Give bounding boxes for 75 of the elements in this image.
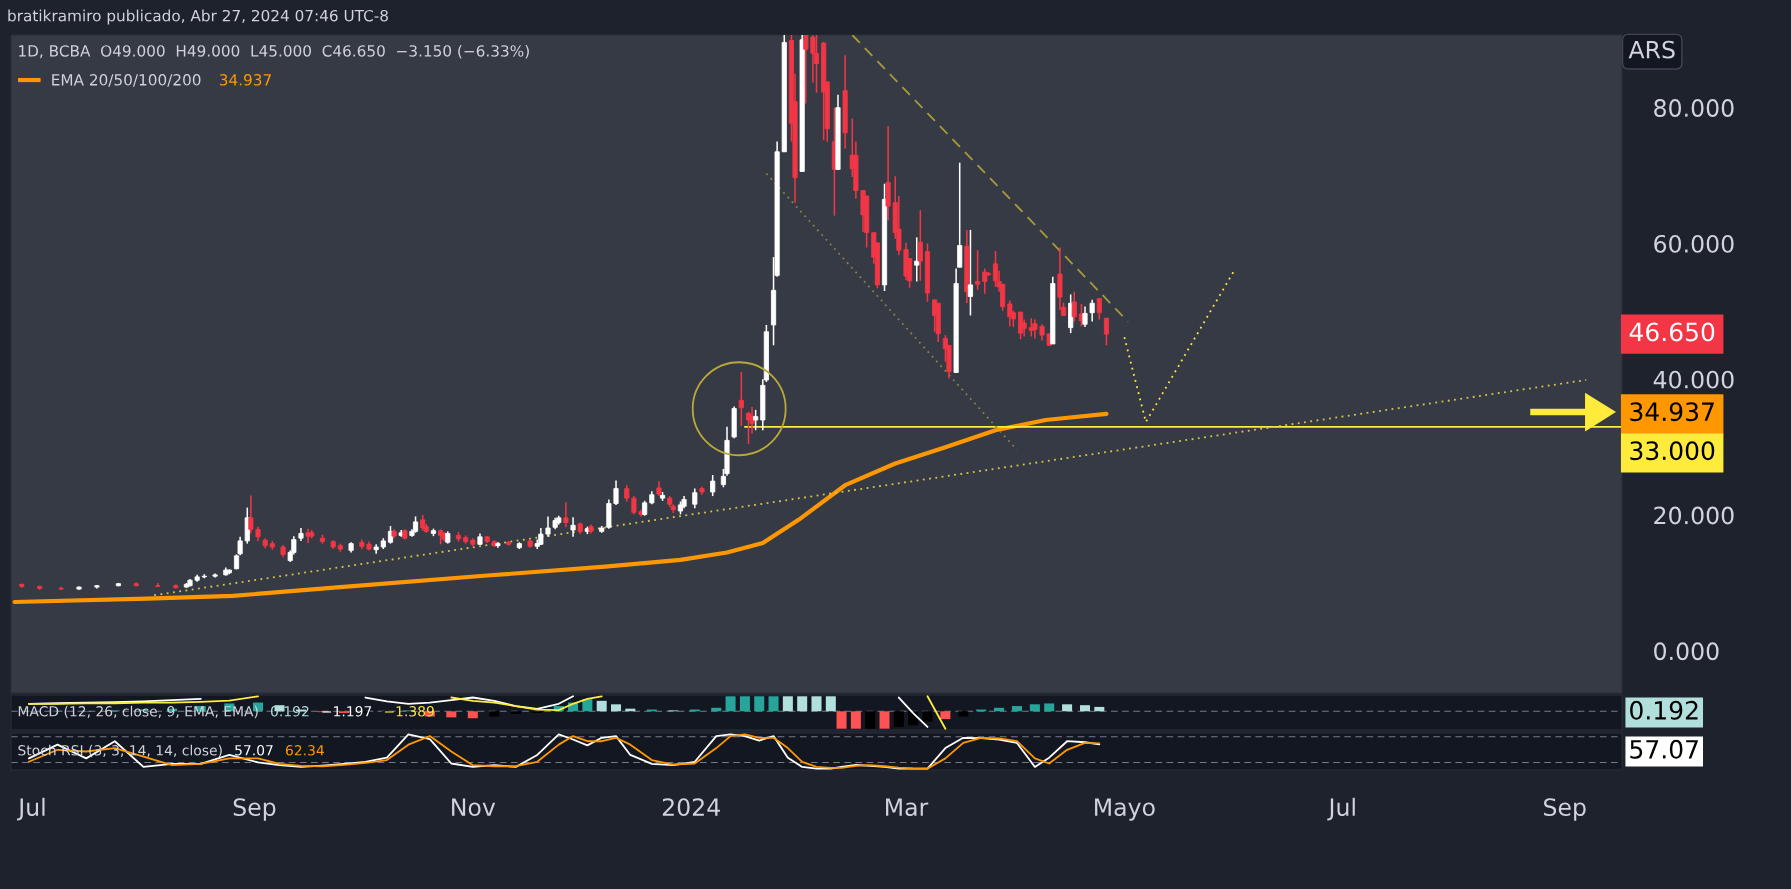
x-tick-label: Mar (886, 798, 929, 817)
candlestick (813, 35, 820, 94)
text: 33.000 (1630, 441, 1715, 461)
candlestick (692, 487, 698, 510)
annotation: −1.197 (322, 706, 372, 717)
x-tick-label: Mayo (1095, 798, 1155, 821)
candlestick (738, 371, 744, 427)
bar (940, 711, 951, 720)
candlestick (1071, 290, 1077, 323)
x-tick-label: Sep (233, 798, 276, 821)
bar (850, 711, 861, 729)
x-tick-label: 2024 (662, 798, 720, 817)
candlestick (1089, 299, 1095, 323)
text: 57.07 (1630, 739, 1698, 759)
candlestick (914, 236, 920, 283)
text: ARS (1628, 40, 1675, 59)
bar (768, 696, 779, 712)
bar (825, 696, 836, 712)
candlestick (710, 474, 716, 497)
bar (1094, 706, 1105, 712)
bar (797, 696, 808, 712)
x-tick-label: Jul (17, 797, 45, 821)
bar (725, 696, 736, 712)
annotation: 34.937 (219, 74, 271, 86)
bar (879, 711, 890, 729)
x-tick-label: Sep (1544, 798, 1586, 821)
bar (582, 699, 593, 712)
y-tick-label: 40.000 (1653, 370, 1734, 389)
text: 46.650 (1629, 322, 1715, 342)
bar (1011, 706, 1022, 712)
candlestick (1082, 305, 1088, 328)
candlestick (563, 501, 569, 529)
bar (274, 705, 285, 712)
text: 0.192 (1630, 700, 1698, 720)
bar (782, 696, 793, 712)
text: 1D, BCBA O49.000 H49.000 L45.000 C46.650 −3.150 (−6.33%) (19, 44, 529, 59)
bar (865, 711, 876, 729)
candlestick (917, 209, 923, 282)
annotation: 62.34 (285, 745, 324, 756)
legend-label: EMA 20/50/100/200 (52, 74, 201, 87)
bar (510, 711, 521, 714)
bar (893, 711, 904, 727)
bar (958, 711, 969, 717)
y-tick-label: 80.000 (1654, 99, 1734, 117)
x-tick-label: Nov (452, 798, 496, 817)
bar (489, 711, 500, 717)
candlestick (992, 250, 999, 288)
bar (467, 711, 478, 719)
candlestick (570, 516, 576, 538)
bar (446, 711, 457, 718)
candlestick (957, 161, 963, 269)
line-series (12, 411, 1109, 605)
y-tick-label: 0.000 (1654, 642, 1719, 661)
candlestick (753, 409, 759, 431)
x-tick-label: Jul (1327, 797, 1355, 821)
annotation: −1.389 (384, 706, 434, 717)
bar (922, 711, 933, 722)
bar (1029, 704, 1040, 712)
candlestick (1096, 297, 1102, 321)
bar (754, 696, 765, 712)
bar (1079, 705, 1091, 712)
y-tick-label: 20.000 (1654, 506, 1734, 525)
bar (1044, 703, 1055, 712)
chart-title: bratikramiro publicado, Abr 27, 2024 07:46 UTC-8 (8, 9, 388, 25)
text: 34.937 (1630, 402, 1714, 422)
bar (1062, 704, 1073, 712)
candlestick (1103, 317, 1110, 347)
bar (739, 696, 750, 712)
bar (611, 704, 622, 712)
bar (596, 700, 607, 712)
bar (811, 696, 822, 712)
y-tick-label: 60.000 (1654, 234, 1734, 253)
candlestick (975, 249, 981, 291)
annotation: 57.07 (235, 745, 273, 756)
bar (836, 711, 847, 729)
